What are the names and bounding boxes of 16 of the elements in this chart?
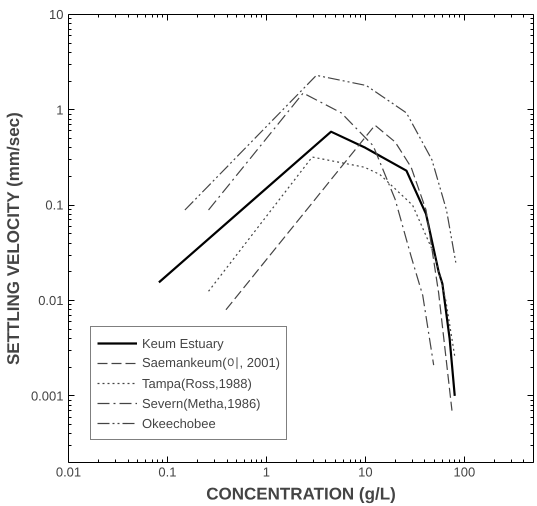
x-tick-label: 0.1 [158, 464, 176, 480]
legend-label: Tampa(Ross,1988) [142, 376, 252, 390]
y-tick-label: 0.1 [45, 198, 64, 213]
y-axis-title: SETTLING VELOCITY (mm/sec) [4, 112, 23, 366]
x-axis-title: CONCENTRATION (g/L) [206, 484, 396, 504]
legend-label: Keum Estuary [142, 336, 224, 350]
legend-label: Severn(Metha,1986) [142, 396, 261, 410]
y-tick-label: 0.01 [38, 293, 64, 308]
legend-label: Okeechobee [142, 416, 216, 430]
x-tick-label: 100 [453, 464, 476, 480]
legend-label: Saemankeum(이, 2001) [142, 354, 280, 372]
x-tick-label: 1 [262, 464, 270, 480]
y-tick-label: 10 [49, 7, 64, 22]
x-tick-label: 10 [358, 464, 373, 480]
y-tick-label: 0.001 [30, 388, 64, 404]
y-tick-label: 1 [56, 102, 64, 118]
